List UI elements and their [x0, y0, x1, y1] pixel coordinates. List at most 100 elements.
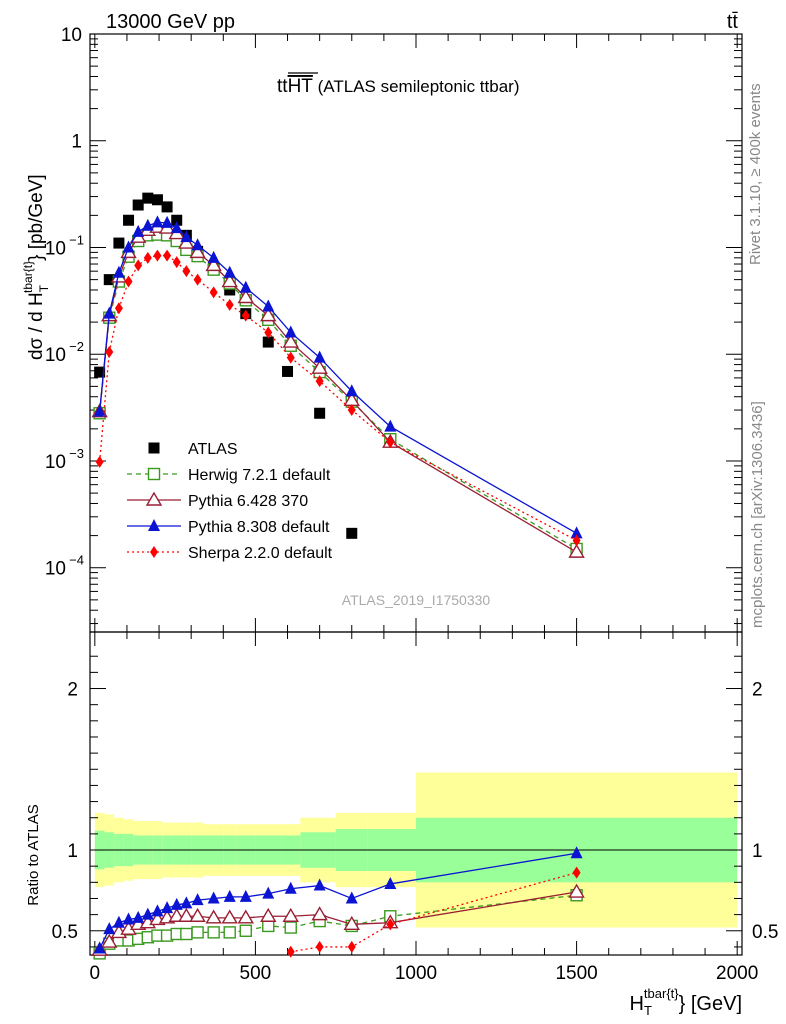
- main-point-pythia8: [239, 280, 252, 293]
- ratio-ytick-label-right: 0.5: [752, 922, 778, 943]
- ratio-point-pythia8: [180, 896, 193, 909]
- main-point-pythia8: [223, 265, 236, 278]
- mcplots-label: mcplots.cern.ch [arXiv:1306.3436]: [749, 401, 766, 628]
- ratio-point-pythia8: [313, 878, 326, 891]
- ratio-axis-ticks: 0.5 0.5 1 1 2 2 0 500 1000 1500 2000: [52, 632, 778, 984]
- main-point-pythia8: [170, 221, 183, 234]
- main-point-sherpa: [153, 249, 162, 262]
- main-point-pythia6: [311, 359, 328, 374]
- legend-marker-sherpa: [150, 546, 158, 558]
- xtick-label: 1000: [395, 963, 437, 984]
- ratio-ylabel: Ratio to ATLAS: [25, 804, 42, 905]
- ratio-point-pythia8: [170, 897, 183, 910]
- xaxis-label-sub: T: [644, 1003, 652, 1018]
- main-point-atlas: [224, 284, 236, 296]
- legend-label-pythia6: Pythia 6.428 370: [188, 493, 308, 510]
- xtick-label: 500: [240, 963, 272, 984]
- ratio-point-pythia6: [168, 907, 185, 922]
- ratio-point-herwig: [180, 927, 193, 941]
- legend-item-herwig: Herwig 7.2.1 default: [127, 467, 331, 484]
- main-point-atlas: [282, 365, 294, 377]
- main-series-pythia6: [91, 218, 585, 558]
- analysis-id: ATLAS_2019_I1750330: [342, 592, 491, 608]
- main-title: ttHT (ATLAS semileptonic ttbar): [277, 76, 519, 97]
- main-point-pythia8: [284, 325, 297, 338]
- main-point-sherpa: [163, 249, 172, 262]
- main-point-pythia6: [568, 543, 585, 558]
- ratio-point-pythia6: [205, 909, 222, 924]
- main-ytick-label-exp: −3: [69, 446, 84, 461]
- main-frame: [89, 33, 743, 633]
- main-point-atlas: [346, 527, 358, 539]
- svg-text:dσ / d HTtbar{t}} [pb/GeV]: dσ / d HTtbar{t}} [pb/GeV]: [21, 174, 51, 360]
- main-ylabel: dσ / d HTtbar{t}} [pb/GeV]: [21, 174, 51, 360]
- main-point-pythia8: [313, 350, 326, 363]
- main-title-prefix: tt: [277, 76, 288, 97]
- main-point-pythia8: [141, 218, 154, 231]
- main-ylabel-tail: } [pb/GeV]: [26, 174, 47, 261]
- main-ytick-label-exp: −2: [69, 339, 84, 354]
- main-point-pythia6: [221, 273, 238, 288]
- ratio-point-pythia8: [239, 889, 252, 902]
- ratio-point-pythia6: [237, 909, 254, 924]
- main-point-pythia8: [570, 526, 583, 539]
- ratio-point-pythia8: [103, 922, 116, 935]
- main-point-pythia6: [205, 256, 222, 272]
- legend-label-herwig: Herwig 7.2.1 default: [188, 467, 331, 484]
- main-point-pythia8: [103, 306, 116, 319]
- main-point-pythia8: [112, 265, 125, 278]
- ratio-point-herwig: [284, 921, 297, 934]
- ratio-point-sherpa: [347, 940, 356, 953]
- ratio-point-pythia8: [122, 912, 135, 925]
- main-point-atlas: [142, 192, 154, 204]
- main-point-sherpa: [182, 265, 191, 278]
- main-point-pythia8: [384, 419, 397, 432]
- xtick-label: 1500: [555, 963, 597, 984]
- main-point-atlas: [171, 214, 183, 226]
- main-point-sherpa: [95, 455, 104, 468]
- ratio-ytick-label: 1: [67, 841, 78, 862]
- main-point-sherpa: [193, 273, 202, 286]
- main-point-sherpa: [134, 259, 143, 272]
- ratio-point-herwig: [239, 924, 252, 937]
- main-line-sherpa: [98, 254, 577, 542]
- main-point-pythia8: [191, 238, 204, 251]
- rivet-label: Rivet 3.1.10, ≥ 400k events: [747, 83, 764, 265]
- main-point-pythia6: [237, 289, 254, 304]
- main-ytick-label: 1: [71, 132, 82, 153]
- ratio-panel: 0.5 0.5 1 1 2 2 0 500 1000 1500 2000: [52, 631, 778, 984]
- xaxis-label-tail: } [GeV]: [679, 993, 742, 1015]
- main-ytick-label: 10: [45, 559, 66, 580]
- ratio-point-pythia6: [282, 907, 299, 922]
- main-point-pythia8: [151, 215, 164, 228]
- main-ytick-label-exp: −4: [69, 553, 84, 568]
- legend-marker-herwig: [147, 467, 161, 481]
- ratio-ytick-label-right: 1: [752, 841, 763, 862]
- ratio-point-herwig: [207, 926, 220, 939]
- main-series-pythia8: [93, 215, 583, 539]
- ratio-point-sherpa: [572, 866, 581, 879]
- ratio-point-pythia8: [93, 941, 106, 954]
- legend-item-pythia6: Pythia 6.428 370: [127, 491, 308, 510]
- main-point-sherpa: [114, 302, 123, 315]
- ratio-point-herwig: [223, 926, 236, 939]
- main-point-atlas: [314, 407, 326, 419]
- ratio-point-pythia6: [343, 915, 360, 931]
- ratio-point-pythia8: [132, 910, 145, 923]
- ratio-point-sherpa: [386, 918, 395, 931]
- ratio-point-pythia6: [178, 907, 195, 922]
- xtick-label: 2000: [716, 963, 758, 984]
- ratio-point-pythia6: [260, 907, 277, 922]
- main-series-herwig: [93, 228, 583, 556]
- main-line-herwig: [98, 233, 577, 550]
- main-point-sherpa: [124, 275, 133, 288]
- ratio-point-pythia8: [112, 915, 125, 928]
- main-point-pythia8: [207, 250, 220, 263]
- main-ylabel-sup: tbar{t}: [21, 261, 35, 293]
- ratio-series-pythia8: [93, 846, 583, 954]
- xaxis-label: HTtbar{t}} [GeV]: [630, 986, 742, 1018]
- legend-marker-pythia6: [145, 491, 163, 506]
- main-point-pythia6: [189, 243, 206, 259]
- legend-item-sherpa: Sherpa 2.2.0 default: [127, 545, 333, 562]
